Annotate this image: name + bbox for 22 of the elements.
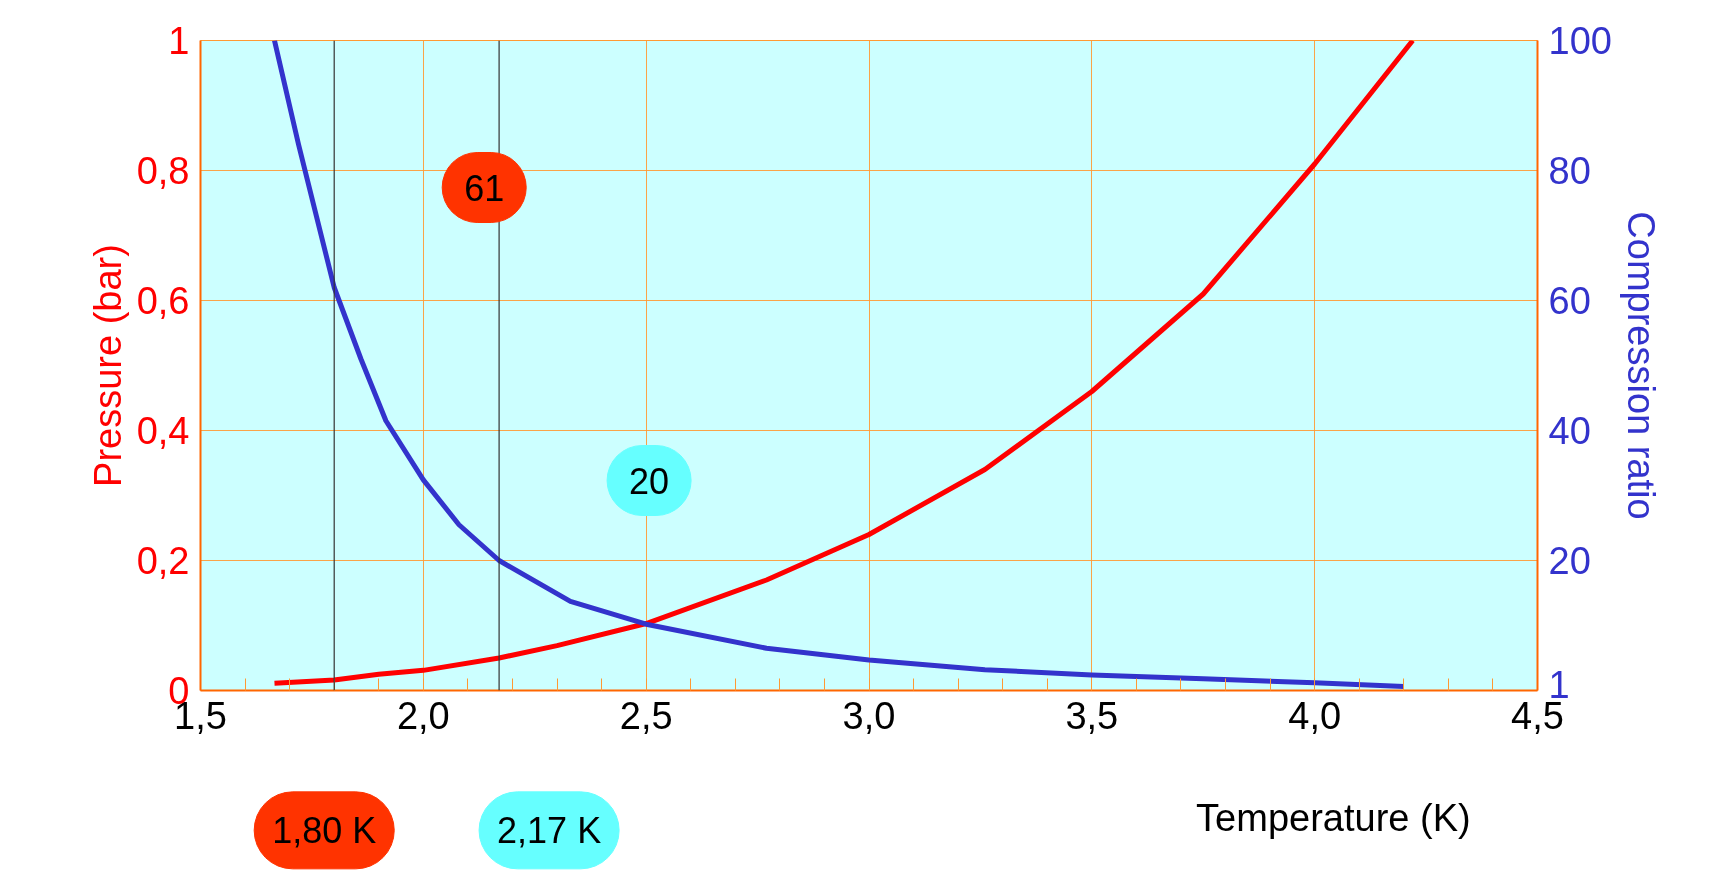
text: 1,80 K: [272, 809, 377, 851]
x-axis-title: Temperature (K): [1196, 796, 1471, 839]
text: 2,17 K: [497, 809, 602, 851]
x-tick-label: 2,0: [396, 694, 450, 737]
y2-axis-title: Compression ratio: [1619, 211, 1662, 520]
y2-tick-label: 60: [1548, 280, 1591, 322]
y-tick-label: 0,2: [136, 540, 190, 582]
x-tick-label: 2,5: [619, 694, 673, 737]
y-tick-label: 1: [168, 20, 190, 62]
x-tick-label: 3,5: [1065, 694, 1119, 737]
x-tick-label: 3,0: [842, 694, 896, 737]
y2-tick-label: 20: [1548, 540, 1591, 582]
y2-tick-label: 100: [1548, 20, 1612, 62]
x-tick-label: 4,0: [1288, 694, 1342, 737]
annotation: 20: [629, 460, 670, 502]
annotation: 61: [464, 167, 505, 209]
y-axis-title: Pressure (bar): [86, 244, 129, 487]
y2-tick-label: 80: [1548, 150, 1591, 192]
y-tick-label: 0,4: [136, 410, 190, 452]
y2-tick-label: 40: [1548, 410, 1591, 452]
y-tick-label: 0,6: [136, 280, 190, 322]
y-tick-label: 0,8: [136, 150, 190, 192]
